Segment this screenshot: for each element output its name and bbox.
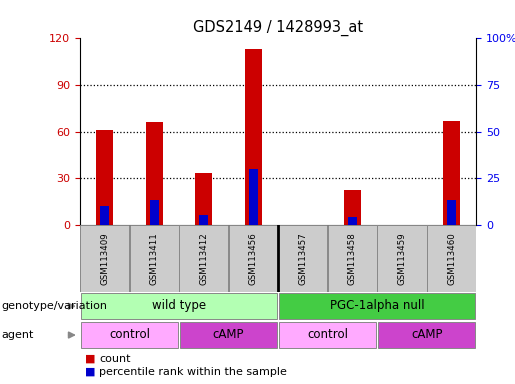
Text: count: count [99, 354, 131, 364]
Bar [378, 322, 475, 348]
Bar [447, 200, 456, 225]
Bar [377, 225, 426, 292]
Bar [278, 225, 328, 292]
Bar [443, 121, 460, 225]
Bar [180, 322, 277, 348]
Text: cAMP: cAMP [411, 328, 442, 341]
Text: GSM113411: GSM113411 [150, 232, 159, 285]
Text: GSM113459: GSM113459 [398, 232, 406, 285]
Text: GSM113409: GSM113409 [100, 232, 109, 285]
Bar [150, 200, 159, 225]
Bar [348, 217, 357, 225]
Bar [279, 322, 376, 348]
Text: wild type: wild type [152, 299, 206, 312]
Bar [328, 225, 377, 292]
Text: GSM113460: GSM113460 [447, 232, 456, 285]
Bar [81, 322, 178, 348]
Bar [245, 49, 262, 225]
Bar [146, 122, 163, 225]
Bar [199, 215, 208, 225]
Bar [195, 174, 212, 225]
Bar [279, 293, 475, 319]
Bar [344, 190, 361, 225]
Text: ■: ■ [85, 367, 95, 377]
Text: agent: agent [1, 330, 33, 340]
Bar [249, 169, 258, 225]
Bar [80, 225, 129, 292]
Bar [427, 225, 476, 292]
Text: percentile rank within the sample: percentile rank within the sample [99, 367, 287, 377]
Title: GDS2149 / 1428993_at: GDS2149 / 1428993_at [193, 20, 363, 36]
Text: GSM113412: GSM113412 [199, 232, 208, 285]
Text: genotype/variation: genotype/variation [1, 301, 107, 311]
Text: ■: ■ [85, 354, 95, 364]
Text: GSM113457: GSM113457 [298, 232, 307, 285]
Text: PGC-1alpha null: PGC-1alpha null [330, 299, 424, 312]
Text: cAMP: cAMP [213, 328, 244, 341]
Bar [100, 206, 109, 225]
Bar [81, 293, 277, 319]
Text: control: control [307, 328, 348, 341]
Bar [229, 225, 278, 292]
Text: GSM113458: GSM113458 [348, 232, 357, 285]
Bar [96, 130, 113, 225]
Bar [179, 225, 228, 292]
Text: GSM113456: GSM113456 [249, 232, 258, 285]
Bar [130, 225, 179, 292]
Text: control: control [109, 328, 150, 341]
